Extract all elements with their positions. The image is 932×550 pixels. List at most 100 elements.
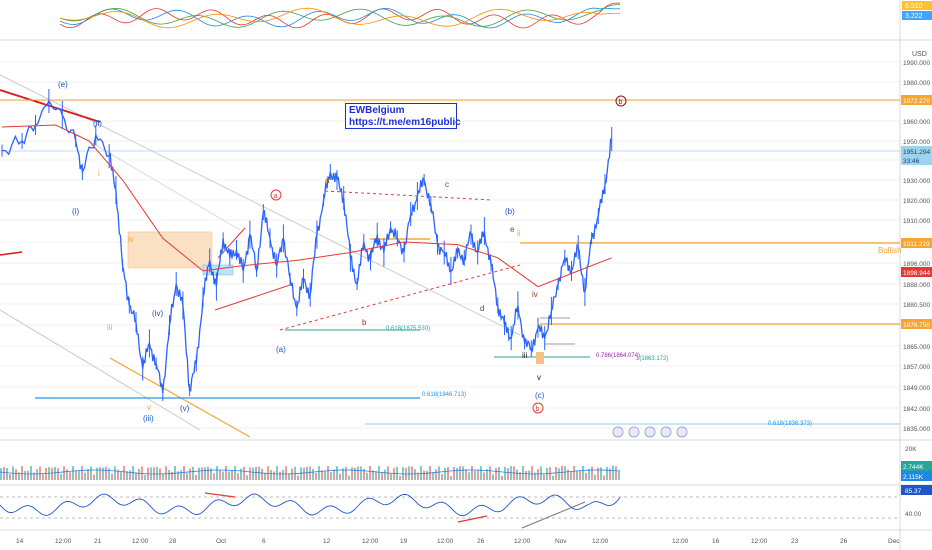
volume-bar [345,466,347,480]
volume-bar [573,466,575,480]
volume-bar [441,474,443,480]
volume-bar [417,472,419,480]
volume-bar [378,466,380,480]
volume-bar [165,466,167,480]
volume-bar [231,469,233,480]
rsi-red-line-1 [204,492,236,498]
volume-bar [270,470,272,480]
watermark-link: https://t.me/em16public [349,117,461,128]
volume-badge [901,461,932,471]
volume-bar [504,466,506,480]
volume-bar [426,470,428,480]
circle-marker-b_circle_top [615,95,627,107]
volume-bar [528,470,530,480]
wave-label-a_circle: a [274,193,278,200]
volume-bar [237,473,239,480]
volume-bar [351,467,353,480]
volume-bar [126,471,128,480]
volume-bar [543,474,545,480]
volume-bar [108,468,110,480]
volume-bar [381,472,383,480]
time-tick: 28 [169,538,177,545]
circle-marker-a_circle [270,189,282,201]
volume-bar [612,465,614,480]
wave-label-iv_paren: (iv) [152,309,163,318]
volume-bar [219,469,221,480]
volume-bar [495,467,497,480]
volume-bar [129,470,131,480]
wave-label-ii_paren: (ii) [93,119,102,128]
volume-bar [45,467,47,480]
volume-bar [507,468,509,480]
volume-bar [390,473,392,480]
volume-bar [309,466,311,480]
wave-label-ii_small: ii [517,229,521,238]
channel-line-mid [69,129,241,231]
volume-bar [93,474,95,480]
fib-label-2: 0.618(1875.530) [386,326,430,332]
volume-bar [324,471,326,480]
volume-bar [6,468,8,480]
time-tick: 14 [16,538,24,545]
volume-badge [901,471,932,481]
volume-bar [246,475,248,480]
wave-label-a_small: a [325,176,330,185]
volume-bar [195,474,197,480]
volume-bar [570,471,572,480]
volume-bar [75,470,77,480]
time-tick: 12:00 [55,538,72,545]
volume-bar [438,466,440,480]
volume-bar [63,466,65,480]
volume-bar [261,468,263,480]
volume-bar [123,466,125,480]
volume-bar [99,467,101,480]
volume-bar [576,471,578,480]
price-badge [901,319,932,329]
volume-bar [216,466,218,480]
fib-label-4: 1(1863.172) [636,356,668,362]
rsi-red-line-2 [457,515,488,523]
volume-bar [81,466,83,480]
volume-bar [72,466,74,480]
top-indicator-line [59,7,621,29]
volume-bar [162,473,164,480]
red-short-line [0,251,23,256]
volume-bar [369,466,371,480]
volume-bar [501,475,503,480]
wave-label-v_small: v [537,373,541,382]
volume-bar [462,466,464,480]
rsi-line [0,493,621,517]
volume-bar [579,470,581,480]
event-icon [676,426,688,438]
top-indicator-line [59,4,621,28]
price-badge [901,146,932,156]
volume-bar [471,466,473,480]
volume-bar [444,468,446,480]
volume-bar [225,466,227,480]
volume-bar [498,467,500,480]
volume-bar [180,470,182,480]
volume-bar [312,468,314,480]
volume-bar [594,474,596,480]
time-tick: Oct [216,538,226,545]
volume-tick: 2.115K [903,474,924,481]
volume-bar [51,467,53,480]
fib-label-3: 0.786(1864.074) [596,353,640,359]
volume-bar [144,474,146,480]
volume-bar [78,470,80,480]
volume-bar [90,466,92,480]
fib-label-5: 0.618(1836.373) [768,421,812,427]
volume-bar [453,467,455,480]
price-tick: 1857.000 [903,364,930,371]
volume-bar [552,475,554,480]
wave-label-iii_paren: (iii) [143,414,154,423]
volume-bar [588,468,590,480]
price-line [1,99,612,394]
event-icon [644,426,656,438]
volume-bar [186,473,188,480]
time-tick: 21 [94,538,102,545]
volume-bar [69,472,71,480]
volume-bar [36,469,38,480]
